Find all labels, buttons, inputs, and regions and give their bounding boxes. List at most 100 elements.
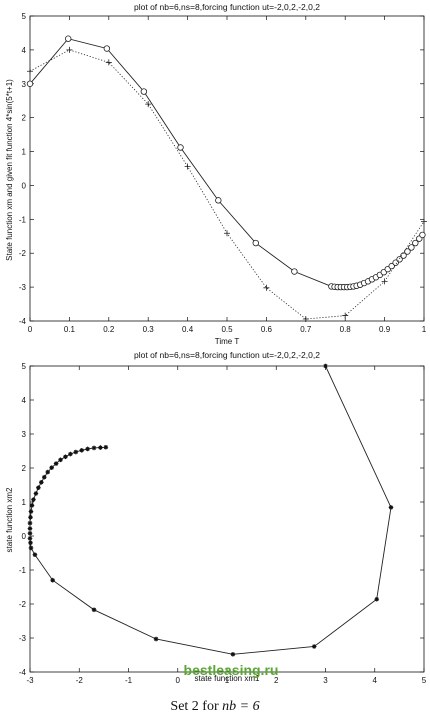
data-point: [400, 252, 407, 259]
y-tick-label: -3: [19, 283, 27, 292]
x-tick-label: 1: [422, 325, 427, 334]
data-point: [412, 239, 419, 247]
x-tick-label: 2: [274, 676, 279, 685]
data-point: [252, 239, 259, 247]
x-tick-label: 0.3: [143, 325, 155, 334]
x-tick-label: -1: [125, 676, 133, 685]
data-point: [91, 445, 97, 451]
data-point: [79, 448, 85, 453]
data-point: [63, 454, 68, 460]
data-point: [91, 607, 97, 613]
y-tick-label: 4: [22, 46, 27, 55]
x-tick-label: -2: [76, 676, 84, 685]
data-point: [28, 515, 33, 520]
x-tick-label: 0.7: [300, 325, 312, 334]
data-point: [374, 596, 380, 602]
chart-title: plot of nb=6,ns=8,forcing function ut=-2…: [134, 2, 320, 12]
y-tick-label: -2: [19, 600, 27, 609]
data-point: [26, 80, 34, 87]
x-axis-label: Time T: [215, 337, 240, 346]
x-tick-label: 0: [176, 676, 181, 685]
data-point: [73, 449, 79, 455]
data-point: [419, 231, 426, 239]
y-axis-label: state function xm2: [5, 487, 14, 552]
data-point: [50, 577, 55, 583]
caption-text: Set 2 for: [170, 699, 219, 714]
data-point: [27, 536, 33, 541]
x-tick-label: 5: [422, 676, 427, 685]
data-point: [29, 503, 35, 508]
data-point: [323, 363, 328, 369]
data-point: [302, 315, 309, 322]
y-tick-label: 5: [22, 12, 27, 21]
data-point: [66, 46, 73, 53]
data-point: [177, 144, 184, 151]
data-point: [68, 451, 73, 457]
data-point: [105, 59, 112, 66]
data-point: [408, 244, 415, 251]
y-axis-label: State function xm and given fit function…: [5, 79, 14, 261]
data-point: [27, 520, 33, 526]
chart-title: plot of nb=6,ns=8,forcing function ut=-2…: [134, 350, 320, 360]
time-series-chart: plot of nb=6,ns=8,forcing function ut=-2…: [5, 2, 427, 346]
data-point: [53, 461, 59, 466]
data-point: [230, 652, 236, 657]
caption-math: nb = 6: [222, 699, 260, 714]
x-axis-label: state function xm1: [195, 674, 260, 683]
y-tick-label: 0: [22, 532, 27, 541]
data-point: [184, 163, 191, 170]
watermark: bestleasing.ru: [184, 662, 279, 678]
data-point: [28, 509, 34, 514]
y-tick-label: -4: [19, 317, 27, 326]
data-point: [224, 230, 230, 237]
x-tick-label: 4: [373, 676, 378, 685]
data-point: [65, 35, 72, 42]
data-point: [140, 88, 148, 95]
data-point: [311, 644, 317, 649]
series-line-1: [29, 38, 423, 288]
x-tick-label: 0.8: [340, 325, 352, 334]
data-point: [28, 540, 33, 546]
y-tick-label: 1: [22, 498, 27, 507]
data-point: [27, 530, 33, 536]
data-point: [33, 491, 39, 496]
data-point: [342, 312, 349, 319]
data-point: [85, 446, 90, 452]
y-tick-label: -3: [19, 634, 27, 643]
data-point: [215, 197, 222, 204]
series-line-1: [29, 365, 392, 655]
series-line-2: [29, 49, 425, 320]
data-point: [291, 268, 298, 275]
y-tick-label: 3: [22, 430, 27, 439]
y-tick-label: 2: [22, 464, 27, 473]
data-point: [392, 259, 399, 266]
data-point: [49, 465, 54, 470]
x-tick-label: 0.9: [379, 325, 391, 334]
x-tick-label: 0: [28, 325, 33, 334]
x-tick-label: -3: [26, 676, 34, 685]
data-point: [27, 68, 33, 75]
data-point: [39, 479, 44, 485]
y-tick-label: 3: [22, 80, 27, 89]
y-tick-label: 5: [22, 362, 27, 371]
data-point: [381, 278, 388, 285]
data-point: [45, 469, 51, 475]
x-tick-label: 0.6: [261, 325, 273, 334]
y-tick-label: 2: [22, 114, 27, 123]
data-point: [388, 505, 394, 510]
data-point: [263, 284, 270, 291]
data-point: [32, 552, 38, 557]
x-tick-label: 1: [225, 676, 230, 685]
x-tick-label: 0.4: [182, 325, 194, 334]
x-tick-label: 0.1: [64, 325, 76, 334]
y-tick-label: -2: [19, 249, 27, 258]
figure-caption: Set 2 for nb = 6: [0, 699, 430, 715]
data-point: [145, 101, 152, 108]
y-tick-label: 4: [22, 396, 27, 405]
data-point: [31, 497, 36, 502]
data-point: [421, 218, 427, 225]
y-tick-label: -1: [19, 215, 27, 224]
y-tick-label: 1: [22, 148, 27, 157]
data-point: [41, 474, 47, 480]
